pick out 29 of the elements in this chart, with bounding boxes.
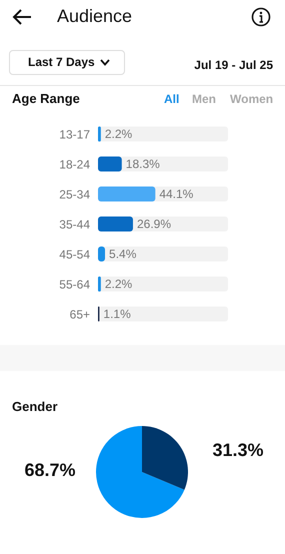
chart-title: Gender [12, 399, 58, 414]
text: All [164, 92, 180, 106]
text: Audience [57, 6, 132, 27]
data-label: 31.3% [211, 440, 265, 461]
text: Jul 19 - Jul 25 [194, 58, 273, 72]
y-tick-label: 45-54 [59, 247, 90, 262]
y-tick-label: 35-44 [59, 217, 90, 232]
text: Men [192, 92, 216, 106]
y-tick-label: 55-64 [59, 277, 90, 292]
y-tick-label: 13-17 [59, 127, 90, 142]
text: Women [230, 92, 274, 106]
bar [98, 156, 122, 172]
data-label: 5.4% [109, 247, 137, 262]
text: Last 7 Days [28, 55, 95, 69]
chart-title: Age Range [12, 91, 80, 106]
y-tick-label: 65+ [70, 307, 90, 322]
bar [98, 276, 101, 292]
data-label: 2.2% [104, 127, 133, 142]
data-label: 44.1% [159, 187, 194, 202]
bar [98, 126, 101, 142]
data-label: 18.3% [126, 157, 160, 172]
data-label: 26.9% [136, 217, 172, 232]
y-tick-label: 25-34 [59, 187, 90, 202]
pie-slice [142, 426, 188, 490]
pie-slice [96, 426, 184, 518]
data-label: 1.1% [103, 307, 132, 322]
data-label: 2.2% [104, 277, 133, 292]
data-label: 68.7% [23, 460, 77, 481]
y-tick-label: 18-24 [59, 157, 90, 172]
